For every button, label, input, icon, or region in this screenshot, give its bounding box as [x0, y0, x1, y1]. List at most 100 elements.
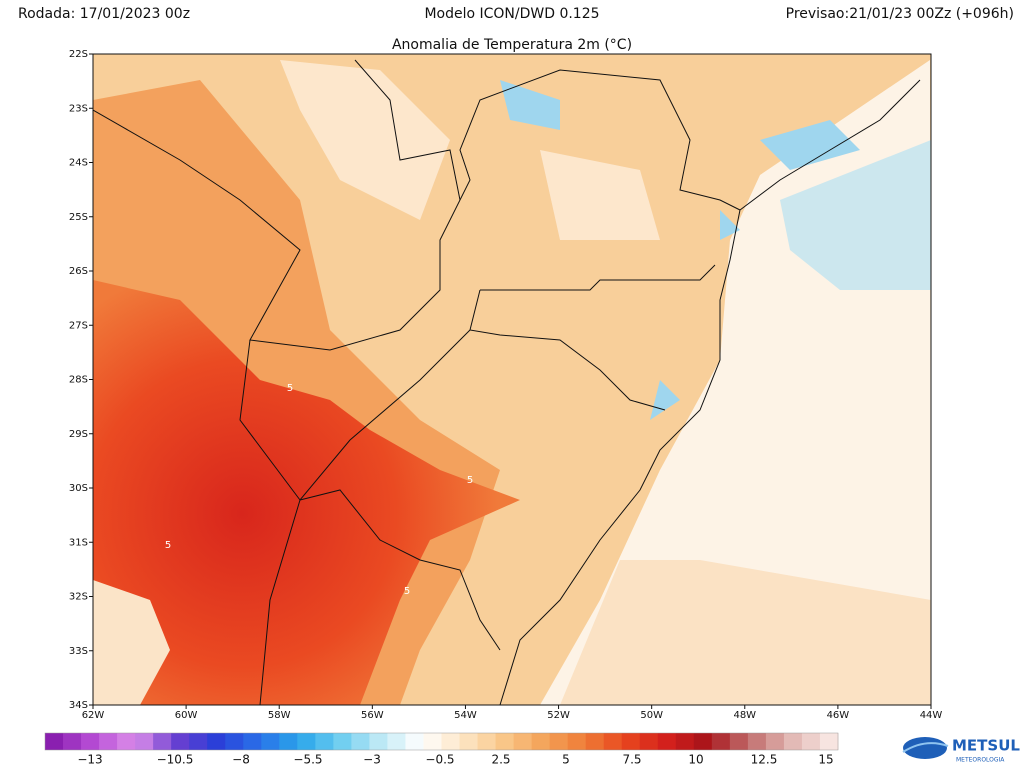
- lon-label: 62W: [82, 710, 105, 721]
- colorbar-label: −0.5: [425, 753, 454, 767]
- map-field: 5 5 5 5: [93, 54, 931, 705]
- lon-label: 54W: [454, 710, 477, 721]
- lat-label: 22S: [69, 49, 88, 60]
- colorbar-swatch: [603, 733, 623, 750]
- colorbar-label: 2.5: [491, 753, 510, 767]
- colorbar-swatch: [153, 733, 172, 750]
- colorbar-swatch: [621, 733, 641, 750]
- colorbar-swatch: [369, 733, 388, 750]
- run-label: Rodada: 17/01/2023 00z: [18, 6, 190, 22]
- lat-label: 30S: [69, 483, 88, 494]
- contour-label: 5: [404, 586, 410, 597]
- lon-label: 50W: [640, 710, 663, 721]
- neutral-patches: [280, 60, 660, 240]
- colorbar-swatch: [765, 733, 785, 750]
- lon-label: 46W: [827, 710, 850, 721]
- colorbar-label: 10: [688, 753, 703, 767]
- colorbar-swatch: [711, 733, 731, 750]
- colorbar-swatch: [549, 733, 569, 750]
- borders: [93, 59, 921, 705]
- colorbar-swatch: [315, 733, 334, 750]
- lon-label: 52W: [547, 710, 570, 721]
- colorbar-label: 12.5: [751, 753, 778, 767]
- lon-label: 48W: [733, 710, 756, 721]
- colorbar-swatch: [567, 733, 587, 750]
- contour-label: 5: [287, 383, 293, 394]
- axis-ticks: 22S23S24S25S26S27S28S29S30S31S32S33S34S6…: [69, 49, 942, 721]
- colorbar-swatch: [585, 733, 605, 750]
- cool-patch: [93, 580, 170, 705]
- colorbar-swatch: [495, 733, 515, 750]
- colorbar-swatch: [657, 733, 677, 750]
- contour-labels: 5 5 5 5: [165, 383, 473, 597]
- lon-label: 56W: [361, 710, 384, 721]
- colorbar-swatch: [333, 733, 352, 750]
- lat-label: 25S: [69, 212, 88, 223]
- colorbar-swatch: [189, 733, 208, 750]
- colorbar-swatch: [441, 733, 461, 750]
- colorbar-swatch: [459, 733, 479, 750]
- colorbar-swatch: [477, 733, 497, 750]
- colorbar-swatch: [423, 733, 442, 750]
- lon-label: 58W: [268, 710, 291, 721]
- lat-label: 28S: [69, 375, 88, 386]
- colorbar-swatch: [279, 733, 298, 750]
- colorbar-swatch: [207, 733, 226, 750]
- colorbar-swatch: [387, 733, 406, 750]
- lat-label: 23S: [69, 103, 88, 114]
- logo-name: METSUL: [952, 737, 1020, 755]
- colorbar-swatch: [225, 733, 244, 750]
- colorbar-swatch: [45, 733, 64, 750]
- lat-label: 27S: [69, 320, 88, 331]
- lon-label: 44W: [920, 710, 943, 721]
- logo-tagline: METEOROLOGIA: [956, 757, 1005, 764]
- colorbar-label: −8: [232, 753, 250, 767]
- model-label: Modelo ICON/DWD 0.125: [424, 6, 599, 22]
- colorbar-swatch: [243, 733, 262, 750]
- colorbar-swatch: [693, 733, 713, 750]
- forecast-label: Previsao:21/01/23 00Zz (+096h): [786, 6, 1014, 22]
- lat-label: 26S: [69, 266, 88, 277]
- colorbar-swatch: [171, 733, 190, 750]
- logo-swoosh: [902, 742, 949, 753]
- colorbar-label: −10.5: [157, 753, 194, 767]
- colorbar-swatch: [531, 733, 551, 750]
- colorbar-swatch: [117, 733, 136, 750]
- lat-label: 34S: [69, 700, 88, 711]
- lat-label: 31S: [69, 537, 88, 548]
- colorbar: −13 −10.5 −8 −5.5 −3 −0.5 2.5 5 7.5 10 12.5 15: [44, 732, 839, 767]
- logo: METSUL METEOROLOGIA: [902, 737, 1020, 764]
- colorbar-swatch: [135, 733, 154, 750]
- contour-label: 5: [467, 475, 473, 486]
- contour-label: 5: [165, 540, 171, 551]
- map-title: Anomalia de Temperatura 2m (°C): [392, 37, 632, 53]
- colorbar-label: 7.5: [622, 753, 641, 767]
- colorbar-label: 15: [818, 753, 833, 767]
- lat-label: 32S: [69, 592, 88, 603]
- colorbar-swatch: [63, 733, 82, 750]
- colorbar-swatch: [405, 733, 424, 750]
- colorbar-swatch: [99, 733, 118, 750]
- colorbar-swatch: [801, 733, 821, 750]
- ocean-cool: [780, 140, 931, 290]
- cold-spots: [500, 80, 860, 420]
- colorbar-swatch: [297, 733, 316, 750]
- lat-label: 33S: [69, 646, 88, 657]
- colorbar-label: −3: [363, 753, 381, 767]
- lat-label: 29S: [69, 429, 88, 440]
- ocean-warm: [560, 560, 931, 705]
- colorbar-swatch: [639, 733, 659, 750]
- colorbar-label: 5: [562, 753, 570, 767]
- colorbar-swatch: [675, 733, 695, 750]
- colorbar-label: −5.5: [293, 753, 322, 767]
- colorbar-swatch: [513, 733, 533, 750]
- colorbar-swatch: [81, 733, 100, 750]
- colorbar-swatch: [351, 733, 370, 750]
- colorbar-frame: [44, 732, 839, 751]
- colorbar-swatch: [819, 733, 839, 750]
- colorbar-swatch: [261, 733, 280, 750]
- colorbar-label: −13: [77, 753, 102, 767]
- colorbar-swatch: [783, 733, 803, 750]
